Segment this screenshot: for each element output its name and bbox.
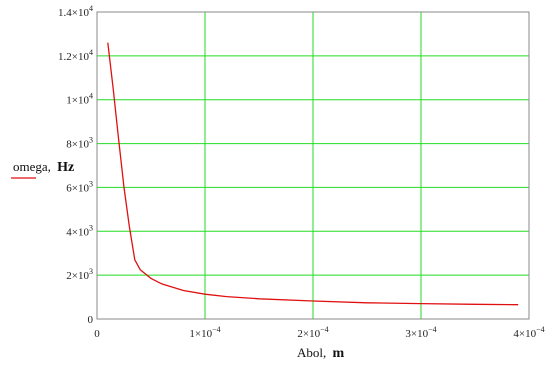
x-axis-unit: m — [333, 346, 345, 361]
y-tick-labels: 0 2×103 4×103 6×103 8×103 1×104 1.2×104 1.4×104 — [58, 4, 93, 326]
y-tick-label: 4×103 — [66, 223, 93, 238]
x-tick-label: 0 — [94, 328, 100, 340]
y-tick-label: 1.4×104 — [58, 4, 93, 19]
x-tick-label: 1×10−4 — [189, 325, 220, 340]
x-axis-label: Abol, — [297, 345, 326, 360]
y-axis-title: omega, Hz — [13, 159, 74, 175]
grid-lines — [97, 12, 529, 319]
x-tick-labels: 0 1×10−4 2×10−4 3×10−4 4×10−4 — [94, 325, 544, 340]
y-tick-label: 2×103 — [66, 267, 93, 282]
y-tick-label: 1.2×104 — [58, 48, 93, 63]
series-line-omega — [107, 42, 519, 306]
x-tick-label: 2×10−4 — [297, 325, 328, 340]
x-tick-label: 3×10−4 — [405, 325, 436, 340]
y-tick-label: 8×103 — [66, 136, 93, 151]
y-axis-unit: Hz — [57, 160, 74, 175]
y-tick-label: 1×104 — [66, 92, 93, 107]
y-tick-label: 0 — [88, 314, 94, 326]
x-tick-label: 4×10−4 — [513, 325, 544, 340]
x-axis-title: Abol, m — [297, 345, 345, 361]
y-axis-label: omega, — [13, 159, 51, 174]
y-tick-label: 6×103 — [66, 179, 93, 194]
plot-frame — [96, 11, 530, 320]
